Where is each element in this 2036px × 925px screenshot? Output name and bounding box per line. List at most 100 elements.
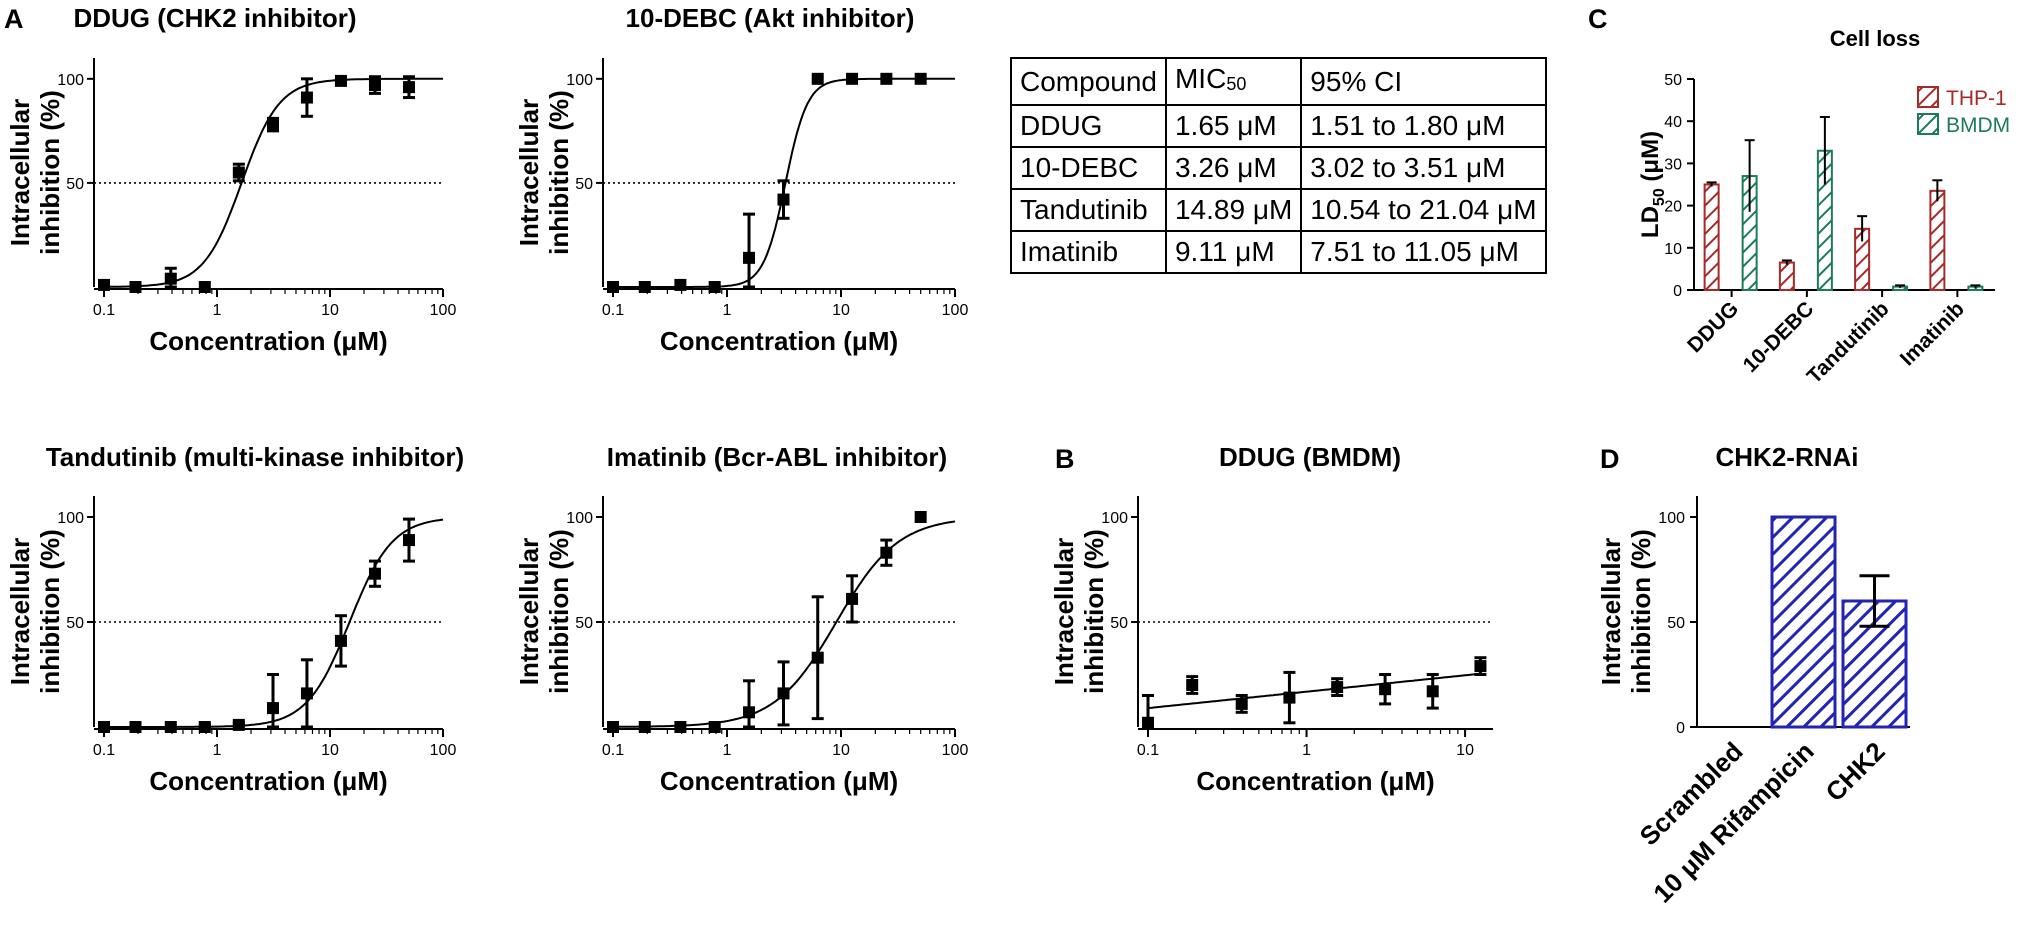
table-cell-mic50: 9.11 μM — [1164, 230, 1303, 274]
y-axis-label-line1: Intracellular — [1049, 538, 1079, 685]
panel-label-b: B — [1055, 444, 1075, 474]
x-tick-label: 1 — [723, 302, 732, 319]
x-tick-label: 1 — [1302, 742, 1311, 759]
y-tick-label: 40 — [1664, 114, 1682, 131]
y-axis-label-line2: inhibition (%) — [35, 90, 65, 255]
bar-thp1 — [1703, 183, 1720, 291]
table-cell-ci: 3.02 to 3.51 μM — [1300, 146, 1547, 190]
data-point — [402, 534, 415, 547]
mic50-table: Compound MIC50 95% CI DDUG 1.65 μM 1.51 … — [1010, 57, 1547, 274]
bar — [1770, 515, 1837, 729]
data-point — [914, 511, 927, 523]
x-tick-label: 100 — [430, 302, 457, 319]
table-row: 10-DEBC 3.26 μM 3.02 to 3.51 μM — [1010, 146, 1547, 190]
data-point — [266, 118, 279, 131]
data-point — [98, 721, 110, 733]
bar-thp1 — [1929, 189, 1946, 291]
x-tick-label: 0.1 — [602, 742, 624, 759]
fit-curve — [1147, 672, 1481, 710]
data-point — [708, 281, 721, 293]
x-tick-label: 0.1 — [93, 742, 115, 759]
x-axis-label: Concentration (μM) — [660, 766, 898, 796]
legend-swatch — [1917, 113, 1939, 135]
data-point — [1186, 679, 1199, 691]
y-tick-label: 50 — [1110, 615, 1128, 632]
data-point — [164, 721, 177, 733]
y-tick-label: 100 — [1658, 510, 1685, 527]
data-point — [607, 721, 619, 733]
table-cell-mic50: 1.65 μM — [1164, 104, 1303, 148]
legend-swatch — [1917, 86, 1939, 108]
y-axis-label: Intracellularinhibition (%) — [5, 90, 65, 255]
data-point — [638, 721, 651, 733]
y-tick-label: 20 — [1664, 199, 1682, 216]
y-axis-label-main: LD — [1637, 206, 1664, 238]
y-axis-label-line1: Intracellular — [1596, 538, 1626, 685]
data-point — [1283, 691, 1296, 704]
table-row: DDUG 1.65 μM 1.51 to 1.80 μM — [1010, 104, 1547, 148]
data-point — [880, 72, 893, 85]
y-tick-label: 0 — [1676, 720, 1685, 737]
data-point — [1331, 681, 1344, 694]
data-point — [334, 634, 347, 647]
x-tick-label: 1 — [213, 742, 222, 759]
y-tick-label: 100 — [57, 510, 84, 527]
table-row: Tandutinib 14.89 μM 10.54 to 21.04 μM — [1010, 188, 1547, 232]
table-cell-ci: 10.54 to 21.04 μM — [1300, 188, 1547, 232]
data-point — [1379, 683, 1392, 696]
y-tick-label: 50 — [575, 615, 593, 632]
x-tick-label: 10 — [1456, 742, 1474, 759]
x-tick-label: 100 — [942, 302, 969, 319]
y-tick-label: 0 — [1673, 283, 1682, 300]
x-tick-label: 10 — [832, 302, 850, 319]
x-axis-label: Concentration (μM) — [1196, 766, 1434, 796]
data-point — [198, 281, 211, 293]
x-tick-label: DDUG — [1683, 297, 1743, 357]
table-header-compound: Compound — [1010, 57, 1167, 106]
chart-title: Imatinib (Bcr-ABL inhibitor) — [607, 442, 947, 472]
x-tick-label: 10-DEBC — [1739, 297, 1819, 377]
chart-title: DDUG (BMDM) — [1219, 442, 1401, 472]
table-cell-ci: 1.51 to 1.80 μM — [1300, 104, 1547, 148]
table-cell-compound: Imatinib — [1010, 230, 1167, 274]
chart-title: Cell loss — [1830, 26, 1920, 51]
y-axis-label-line2: inhibition (%) — [1626, 529, 1656, 694]
mic-subscript: 50 — [1226, 74, 1247, 94]
y-axis-label-line1: Intracellular — [514, 538, 544, 685]
y-axis-label: Intracellularinhibition (%) — [1596, 529, 1656, 694]
x-tick-label: Tandutinib — [1803, 297, 1894, 388]
table-cell-ci: 7.51 to 11.05 μM — [1300, 230, 1547, 274]
data-point — [368, 79, 381, 92]
chart-tand: Tandutinib (multi-kinase inhibitor)50100… — [5, 442, 464, 796]
y-tick-label: 50 — [66, 615, 84, 632]
data-point — [334, 74, 347, 87]
bar-thp1 — [1778, 261, 1795, 292]
x-tick-label: 0.1 — [1137, 742, 1159, 759]
y-axis-label-line1: Intracellular — [514, 99, 544, 246]
x-tick-label: 0.1 — [602, 302, 624, 319]
data-point — [811, 72, 824, 85]
data-point — [98, 278, 110, 291]
x-tick-label: 10 — [321, 302, 339, 319]
data-point — [402, 81, 415, 94]
legend-label: THP-1 — [1946, 87, 2007, 110]
table-cell-compound: Tandutinib — [1010, 188, 1167, 232]
table-row: Imatinib 9.11 μM 7.51 to 11.05 μM — [1010, 230, 1547, 274]
data-point — [266, 702, 279, 715]
x-tick-label: 1 — [723, 742, 732, 759]
data-point — [880, 546, 893, 559]
chart-imat: Imatinib (Bcr-ABL inhibitor) 50 100 0.1 1 10 1… — [514, 442, 968, 796]
data-point — [743, 706, 756, 719]
y-axis-label: Intracellularinhibition (%) — [514, 90, 574, 255]
y-tick-label: 100 — [566, 510, 593, 527]
data-point — [846, 72, 859, 85]
data-point — [232, 166, 245, 179]
mic-label: MIC — [1174, 63, 1227, 94]
panel-label-d: D — [1600, 444, 1620, 474]
data-point — [638, 281, 651, 293]
